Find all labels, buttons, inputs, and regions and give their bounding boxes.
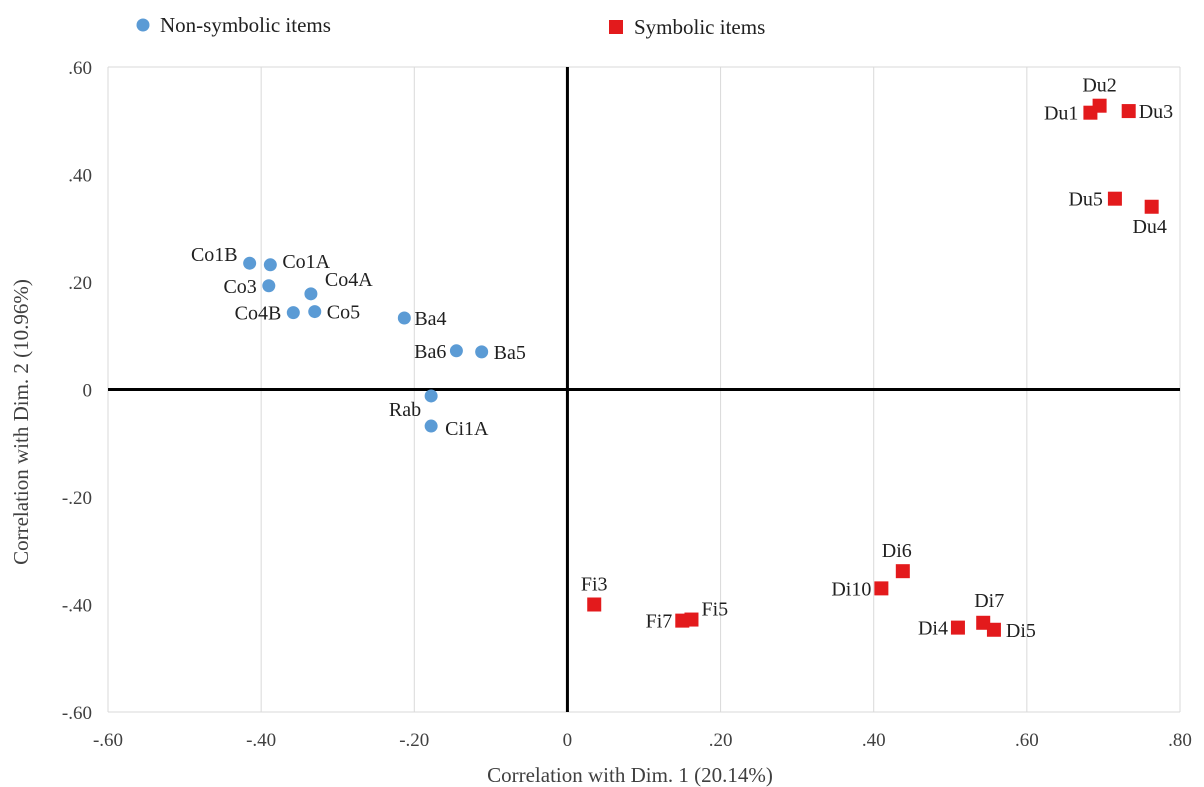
point-label-Co3: Co3 [223, 276, 256, 298]
x-tick-label: -.60 [93, 730, 123, 751]
y-tick-label: -.60 [62, 703, 92, 724]
data-point-Co1A [263, 258, 277, 272]
data-point-Co1B [243, 256, 257, 270]
point-label-Co1A: Co1A [282, 251, 330, 273]
point-label-Co1B: Co1B [191, 244, 238, 266]
data-point-Co4A [304, 287, 318, 301]
point-label-Rab: Rab [389, 399, 421, 421]
x-tick-label: .60 [1015, 730, 1039, 751]
x-tick-label: .20 [709, 730, 733, 751]
point-label-Du3: Du3 [1139, 101, 1173, 123]
x-tick-label: .80 [1168, 730, 1192, 751]
legend-label: Symbolic items [634, 15, 765, 39]
data-point-Ba4 [397, 311, 411, 325]
point-label-Ci1A: Ci1A [445, 418, 489, 440]
point-label-Fi3: Fi3 [581, 574, 608, 596]
point-label-Du1: Du1 [1044, 103, 1078, 125]
y-tick-label: .40 [68, 166, 92, 187]
axes-layer [108, 67, 1180, 712]
y-tick-label: -.20 [62, 488, 92, 509]
data-point-Di4 [950, 620, 965, 635]
legend-marker-square [609, 20, 623, 34]
x-tick-label: .40 [862, 730, 886, 751]
data-point-Du3 [1121, 104, 1136, 119]
data-point-Co5 [308, 305, 322, 319]
point-label-Di10: Di10 [831, 578, 871, 600]
data-point-Di10 [874, 581, 889, 596]
point-label-Ba4: Ba4 [414, 308, 446, 330]
data-point-Rab [424, 389, 438, 403]
data-point-Di5 [986, 622, 1001, 637]
x-tick-label: -.40 [246, 730, 276, 751]
data-point-Du5 [1107, 191, 1122, 206]
legend-label: Non-symbolic items [160, 13, 331, 37]
data-point-Ba5 [475, 345, 489, 359]
data-point-Di6 [895, 564, 910, 579]
data-points [243, 98, 1159, 637]
y-tick-label: -.40 [62, 596, 92, 617]
data-point-Ba6 [449, 344, 463, 358]
data-point-Di7 [976, 615, 991, 630]
y-axis-title: Correlation with Dim. 2 (10.96%) [9, 279, 33, 565]
data-point-Fi3 [587, 597, 602, 612]
y-tick-label: .60 [68, 58, 92, 79]
point-label-Di7: Di7 [974, 590, 1004, 612]
point-label-Fi7: Fi7 [646, 611, 673, 633]
data-point-Fi5 [684, 612, 699, 627]
x-tick-label: 0 [563, 730, 573, 751]
x-tick-label: -.20 [399, 730, 429, 751]
point-label-Du2: Du2 [1082, 75, 1116, 97]
point-label-Co5: Co5 [327, 302, 360, 324]
legend: Non-symbolic items Symbolic items [136, 13, 765, 39]
point-label-Di4: Di4 [918, 618, 948, 640]
point-label-Ba5: Ba5 [494, 342, 526, 364]
point-label-Di6: Di6 [882, 540, 912, 562]
point-label-Co4A: Co4A [325, 269, 373, 291]
point-label-Du5: Du5 [1068, 189, 1102, 211]
tick-labels: -.60 -.40 -.20 0 .20 .40 .60 .80 .60 .40 .20 0 -.20 -… [62, 58, 1192, 751]
data-point-Co3 [262, 279, 276, 293]
y-tick-label: 0 [83, 381, 93, 402]
point-label-Co4B: Co4B [235, 303, 282, 325]
point-label-Di5: Di5 [1006, 620, 1036, 642]
x-axis-title: Correlation with Dim. 1 (20.14%) [487, 763, 773, 787]
data-point-Co4B [286, 306, 300, 320]
point-label-Fi5: Fi5 [701, 599, 728, 621]
y-tick-label: .20 [68, 273, 92, 294]
data-point-Du1 [1083, 105, 1098, 120]
data-point-Ci1A [424, 419, 438, 433]
point-label-Ba6: Ba6 [414, 341, 446, 363]
legend-marker-circle [136, 18, 150, 32]
point-labels: Co1B Co1A Co3 Co4A Co4B Co5 Ba4 Ba6 Ba5 Rab Ci1A Du… [191, 75, 1173, 642]
point-label-Du4: Du4 [1132, 216, 1166, 238]
data-point-Du4 [1144, 199, 1159, 214]
